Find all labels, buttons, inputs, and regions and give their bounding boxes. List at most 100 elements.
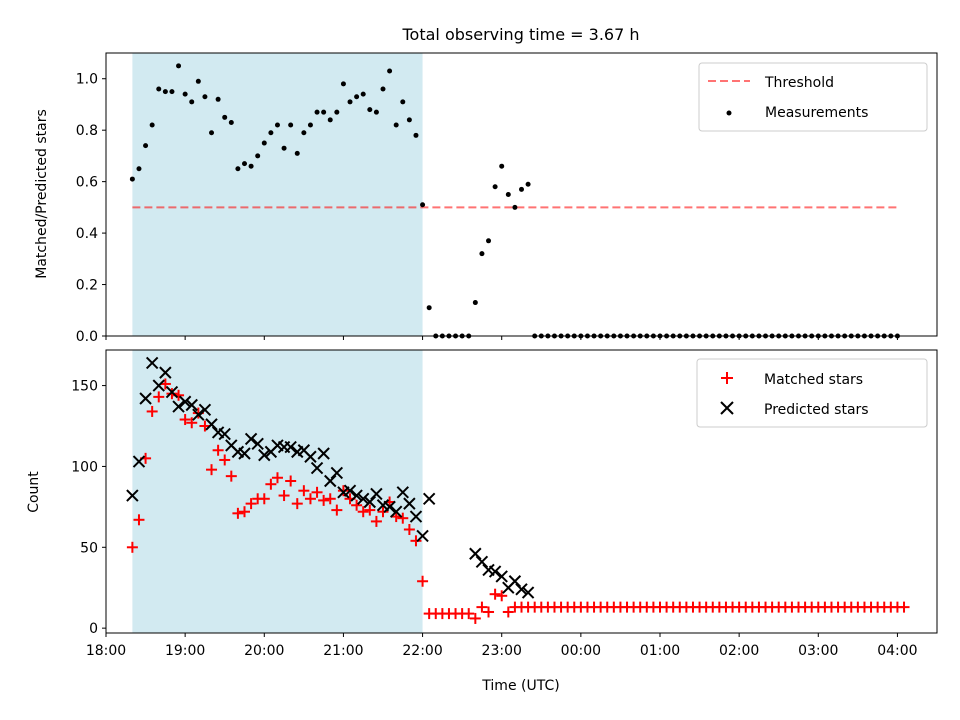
x-tick-label: 23:00 bbox=[482, 643, 522, 659]
measurement-point bbox=[209, 130, 215, 136]
bottom-y-tick-label: 0 bbox=[89, 621, 98, 637]
predicted-star-point bbox=[389, 505, 403, 518]
measurement-point bbox=[519, 186, 524, 192]
measurement-point bbox=[274, 122, 280, 128]
measurement-point bbox=[129, 176, 135, 182]
matched-star-point bbox=[258, 493, 270, 505]
measurement-point bbox=[195, 78, 201, 84]
top-panel: 0.0 0.2 0.4 0.6 0.8 1.0 Matched/Predicted sta… bbox=[34, 52, 938, 345]
matched-star-point bbox=[496, 590, 508, 602]
legend-measurements-swatch bbox=[726, 110, 732, 116]
figure-title: Total observing time = 3.67 h bbox=[401, 25, 639, 44]
measurement-point bbox=[334, 109, 340, 115]
predicted-star-point bbox=[258, 448, 271, 462]
matched-star-point bbox=[476, 601, 488, 613]
predicted-star-point bbox=[244, 432, 258, 446]
predicted-star-point bbox=[317, 447, 330, 460]
matched-star-point bbox=[285, 475, 297, 487]
predicted-star-point bbox=[515, 583, 528, 596]
predicted-star-point bbox=[422, 492, 436, 505]
measurement-point bbox=[400, 99, 406, 105]
measurement-point bbox=[182, 91, 188, 97]
predicted-star-point bbox=[185, 398, 198, 412]
matched-star-point bbox=[245, 498, 257, 510]
x-tick-label: 03:00 bbox=[798, 643, 838, 659]
matched-star-point bbox=[278, 490, 290, 502]
measurement-point bbox=[235, 166, 241, 172]
matched-star-point bbox=[239, 506, 250, 518]
predicted-star-point bbox=[284, 440, 297, 454]
matched-star-point bbox=[219, 454, 231, 466]
predicted-star-point bbox=[350, 489, 363, 502]
measurement-point bbox=[136, 166, 142, 172]
measurement-point bbox=[354, 94, 360, 100]
predicted-star-point bbox=[343, 484, 357, 497]
measurement-point bbox=[242, 161, 247, 167]
predicted-star-point bbox=[205, 418, 218, 431]
measurement-point bbox=[387, 68, 393, 74]
predicted-star-point bbox=[172, 400, 185, 413]
predicted-star-point bbox=[469, 547, 482, 560]
measurement-point bbox=[340, 81, 346, 87]
measurement-point bbox=[215, 96, 221, 102]
legend-matched-swatch bbox=[721, 372, 733, 384]
legend-measurements-label: Measurements bbox=[765, 105, 868, 121]
x-tick-label: 19:00 bbox=[165, 643, 205, 659]
measurement-point bbox=[406, 117, 412, 123]
measurement-point bbox=[314, 109, 320, 115]
predicted-star-point bbox=[238, 447, 251, 460]
matched-star-point bbox=[206, 464, 218, 476]
x-tick-label: 22:00 bbox=[402, 643, 442, 659]
measurement-point bbox=[380, 86, 386, 92]
predicted-star-point bbox=[488, 565, 502, 578]
matched-star-point bbox=[311, 486, 323, 498]
bottom-y-tick-label: 50 bbox=[80, 540, 98, 556]
predicted-star-point bbox=[159, 366, 172, 379]
predicted-star-point bbox=[330, 466, 344, 480]
predicted-star-point bbox=[416, 529, 429, 543]
predicted-star-point bbox=[165, 385, 179, 399]
matched-star-point bbox=[126, 541, 138, 553]
measurement-point bbox=[426, 305, 432, 311]
legend-matched-label: Matched stars bbox=[764, 372, 863, 388]
top-y-tick-label: 0.2 bbox=[76, 278, 98, 294]
top-y-tick-label: 0.8 bbox=[76, 123, 98, 139]
matched-star-point bbox=[337, 485, 349, 497]
matched-star-point bbox=[377, 506, 389, 518]
matched-star-point bbox=[298, 485, 310, 497]
measurement-point bbox=[525, 181, 531, 187]
measurement-point bbox=[222, 114, 228, 120]
x-tick-label: 20:00 bbox=[244, 643, 284, 659]
top-plot-frame bbox=[105, 52, 938, 337]
measurement-point bbox=[149, 122, 155, 128]
bottom-y-tick-label: 150 bbox=[71, 379, 98, 395]
predicted-star-point bbox=[508, 575, 522, 588]
measurement-point bbox=[281, 145, 287, 151]
predicted-star-point bbox=[178, 395, 192, 408]
top-y-axis: 0.0 0.2 0.4 0.6 0.8 1.0 bbox=[76, 72, 106, 345]
measurement-point bbox=[492, 184, 498, 190]
measurement-point bbox=[505, 192, 511, 197]
matched-star-point bbox=[351, 499, 363, 511]
predicted-star-point bbox=[251, 437, 264, 451]
measurement-point bbox=[499, 163, 505, 169]
measurement-point bbox=[162, 89, 168, 95]
measurement-point bbox=[347, 99, 353, 105]
predicted-star-point bbox=[495, 570, 508, 583]
x-tick-label: 18:00 bbox=[86, 643, 126, 659]
top-x-ticks bbox=[105, 336, 898, 340]
predicted-star-point bbox=[310, 461, 324, 475]
measurement-point bbox=[393, 122, 399, 128]
measurement-point bbox=[255, 153, 261, 159]
matched-star-point bbox=[417, 575, 429, 587]
measurement-point bbox=[169, 89, 175, 95]
measurement-point bbox=[307, 122, 313, 128]
matched-star-point bbox=[463, 608, 475, 620]
measurement-point bbox=[156, 86, 162, 92]
predicted-star-point bbox=[403, 497, 416, 510]
measurement-point bbox=[327, 117, 333, 123]
top-y-tick-label: 0.0 bbox=[76, 329, 98, 345]
top-y-tick-label: 0.6 bbox=[76, 175, 98, 191]
predicted-star-point bbox=[218, 427, 231, 441]
